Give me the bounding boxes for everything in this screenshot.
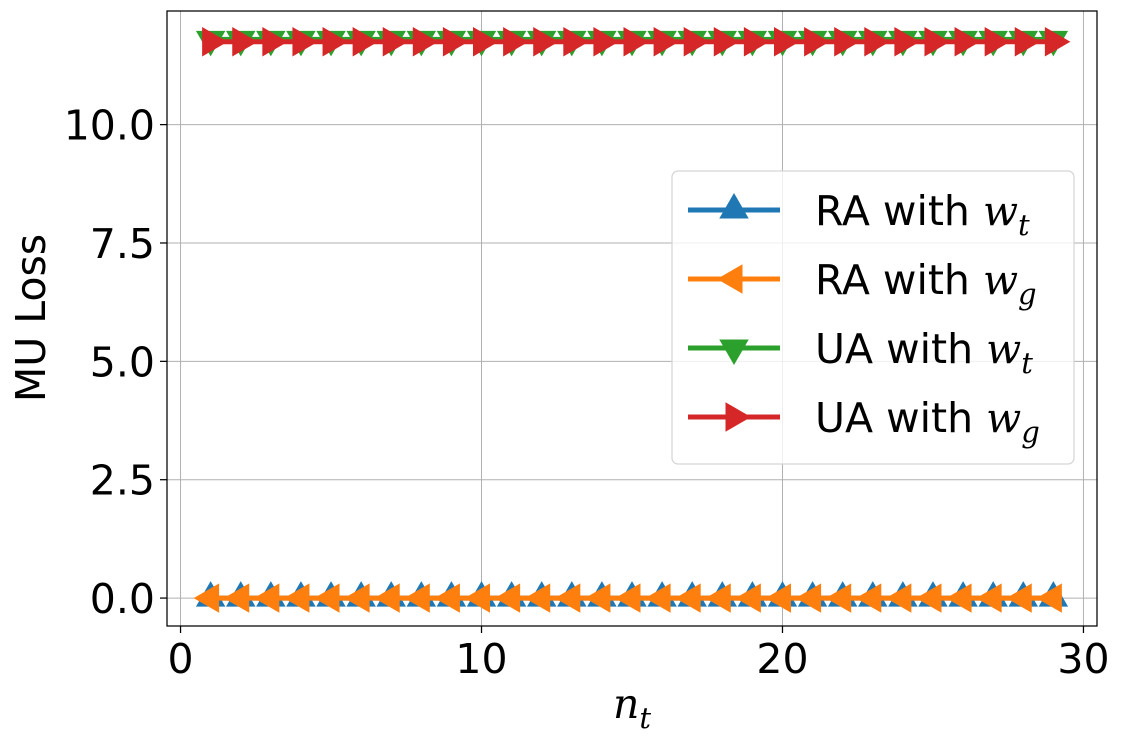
x-tick-label: 10 bbox=[455, 635, 507, 683]
y-tick-label: 5.0 bbox=[90, 338, 155, 386]
data-point bbox=[283, 583, 310, 613]
data-point bbox=[713, 27, 740, 57]
data-point bbox=[864, 27, 890, 57]
data-point bbox=[885, 583, 912, 613]
data-point bbox=[984, 27, 1011, 57]
data-point bbox=[593, 27, 619, 57]
data-point bbox=[946, 583, 972, 613]
data-point bbox=[615, 583, 641, 613]
data-point bbox=[524, 583, 551, 613]
data-point bbox=[954, 27, 981, 57]
legend-marker bbox=[717, 264, 743, 294]
data-point bbox=[924, 27, 950, 57]
data-point bbox=[705, 583, 731, 613]
data-point bbox=[314, 583, 340, 613]
x-tick-label: 0 bbox=[167, 635, 193, 683]
data-point bbox=[232, 27, 258, 57]
y-tick-label: 2.5 bbox=[90, 457, 155, 505]
legend-entry: RA with wg bbox=[688, 256, 1037, 311]
data-point bbox=[855, 583, 882, 613]
x-tick-label: 20 bbox=[756, 635, 808, 683]
data-point bbox=[804, 27, 830, 57]
data-point bbox=[292, 27, 318, 57]
y-tick-label: 10.0 bbox=[64, 102, 155, 150]
y-tick-label: 7.5 bbox=[90, 220, 155, 268]
y-axis-ticks: 0.0 2.5 5.0 7.5 10.0 bbox=[64, 102, 167, 623]
data-point bbox=[434, 583, 460, 613]
data-point bbox=[675, 583, 701, 613]
data-point bbox=[976, 583, 1002, 613]
data-point bbox=[253, 583, 280, 613]
data-point bbox=[412, 27, 439, 57]
legend-marker bbox=[719, 193, 749, 219]
data-point bbox=[374, 583, 400, 613]
data-point bbox=[795, 583, 822, 613]
data-point bbox=[1036, 583, 1062, 613]
data-point bbox=[404, 583, 430, 613]
data-point bbox=[645, 583, 671, 613]
data-point bbox=[653, 27, 680, 57]
data-point bbox=[563, 27, 589, 57]
data-point bbox=[1014, 27, 1041, 57]
data-point bbox=[473, 27, 499, 57]
y-tick-label: 0.0 bbox=[90, 575, 155, 623]
data-point bbox=[193, 583, 220, 613]
plot-frame bbox=[166, 10, 1098, 627]
legend-entry: RA with wt bbox=[688, 187, 1030, 242]
data-point bbox=[765, 583, 791, 613]
data-point bbox=[1006, 583, 1032, 613]
data-point bbox=[735, 583, 761, 613]
legend: RA with wt RA with wg UA with wt UA with wg bbox=[671, 170, 1075, 465]
series-2 bbox=[193, 583, 1062, 613]
legend-entry: UA with wg bbox=[688, 394, 1040, 449]
data-point bbox=[352, 27, 379, 57]
data-point bbox=[464, 583, 491, 613]
data-point bbox=[382, 27, 409, 57]
data-point bbox=[683, 27, 710, 57]
data-point bbox=[223, 583, 250, 613]
data-point bbox=[825, 583, 852, 613]
legend-entry: UA with wt bbox=[688, 325, 1033, 380]
legend-label: UA with wg bbox=[815, 394, 1040, 449]
legend-label: RA with wt bbox=[815, 187, 1030, 242]
data-point bbox=[584, 583, 611, 613]
data-point bbox=[894, 27, 920, 57]
data-point bbox=[503, 27, 529, 57]
data-point bbox=[533, 27, 559, 57]
data-point bbox=[202, 27, 228, 57]
data-point bbox=[773, 27, 800, 57]
legend-marker bbox=[719, 339, 749, 365]
data-point bbox=[494, 583, 521, 613]
x-axis-ticks: 0 10 20 30 bbox=[167, 626, 1110, 683]
data-point bbox=[442, 27, 469, 57]
data-point bbox=[262, 27, 288, 57]
data-point bbox=[1044, 27, 1071, 57]
data-point bbox=[344, 583, 370, 613]
data-point bbox=[834, 27, 860, 57]
x-tick-label: 30 bbox=[1057, 635, 1109, 683]
data-point bbox=[554, 583, 581, 613]
legend-marker bbox=[725, 402, 751, 432]
y-axis-label: MU Loss bbox=[7, 234, 55, 402]
series-group bbox=[193, 27, 1071, 613]
legend-label: UA with wt bbox=[815, 325, 1033, 380]
legend-box bbox=[671, 170, 1075, 465]
series-4 bbox=[202, 27, 1071, 57]
x-axis-label: nt bbox=[613, 680, 651, 735]
data-point bbox=[915, 583, 942, 613]
data-point bbox=[322, 27, 349, 57]
data-point bbox=[623, 27, 649, 57]
data-point bbox=[743, 27, 770, 57]
legend-label: RA with wg bbox=[815, 256, 1037, 311]
